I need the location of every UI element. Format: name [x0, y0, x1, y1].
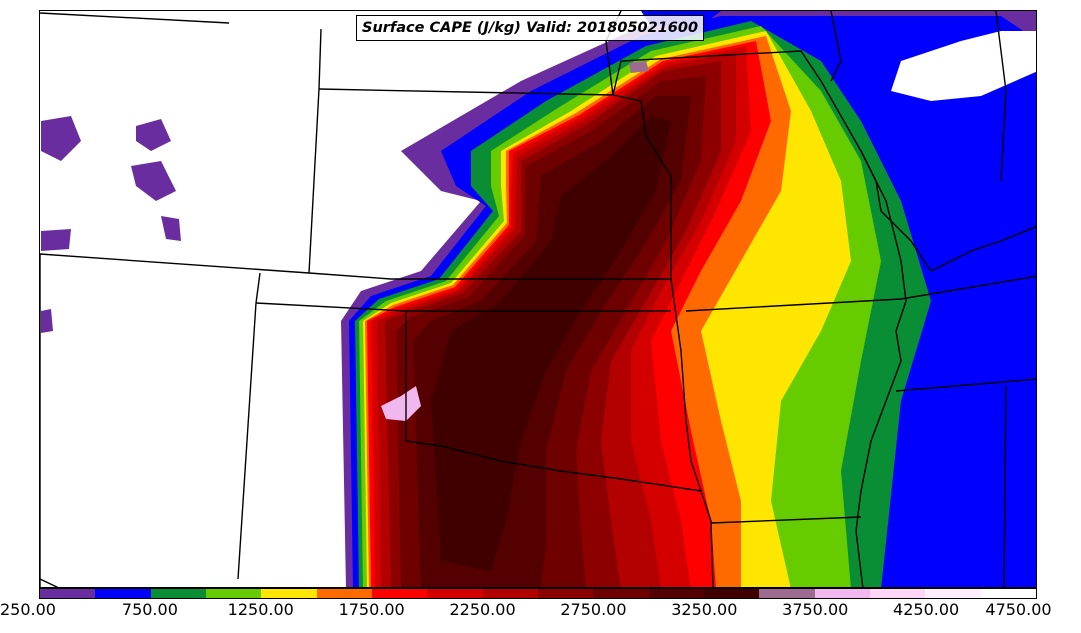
boundary-mississippi — [820, 80, 907, 587]
colorbar-segment — [703, 589, 760, 598]
cape-patch-west-5 — [161, 216, 181, 241]
boundary-sd-south — [318, 88, 614, 96]
boundary-tn-north — [900, 275, 1036, 300]
boundary-wy-north — [40, 12, 230, 24]
colorbar-tick-label: 1250.00 — [227, 600, 294, 619]
clear-area-ne — [891, 31, 1036, 101]
colorbar-segment — [95, 589, 151, 598]
boundary-tx-south — [40, 578, 59, 587]
colorbar-tick-label: 1750.00 — [338, 600, 405, 619]
cape-map — [40, 11, 1036, 587]
colorbar-segment — [537, 589, 594, 598]
colorbar-segment — [427, 589, 483, 598]
colorbar-segment — [869, 589, 926, 598]
boundary-co-north — [40, 253, 310, 274]
colorbar-segment — [814, 589, 870, 598]
cape-patch-west-1 — [41, 116, 81, 161]
colorbar-tick-label: 750.00 — [121, 600, 178, 619]
state-boundaries — [40, 11, 1036, 587]
boundary-ms-al — [895, 378, 1036, 392]
map-panel — [39, 10, 1037, 588]
colorbar-segment — [759, 589, 815, 598]
boundary-ar-north — [685, 298, 902, 312]
colorbar-tick-label: 2250.00 — [449, 600, 516, 619]
colorbar-segment — [40, 589, 96, 598]
boundary-ar-south — [710, 516, 862, 524]
colorbar-segment — [316, 589, 372, 598]
colorbar-segment — [205, 589, 262, 598]
colorbar-tick-label: 250.00 — [0, 600, 56, 619]
colorbar-tick-label: 2750.00 — [560, 600, 627, 619]
colorbar-tick-label: 4750.00 — [985, 600, 1052, 619]
boundary-wy-east — [318, 28, 322, 90]
cape-high-spot — [381, 386, 421, 421]
colorbar-segment — [980, 589, 1036, 598]
map-title: Surface CAPE (J/kg) Valid: 201805021600 — [356, 15, 705, 41]
cape-patch-west-4 — [41, 229, 71, 251]
cape-band-3500 — [431, 116, 671, 571]
colorbar-segment — [371, 589, 428, 598]
cape-patch-west-6 — [41, 309, 53, 333]
boundary-ok-panhandle — [405, 311, 702, 492]
boundary-ia-north — [612, 50, 822, 96]
colorbar-tick-label: 3250.00 — [671, 600, 738, 619]
colorbar-tick-label: 3750.00 — [782, 600, 849, 619]
colorbar-segment — [150, 589, 206, 598]
cape-high-spot-2 — [629, 61, 649, 73]
colorbar-segment — [261, 589, 317, 598]
boundary-ks-east — [612, 94, 672, 279]
boundary-mo-west — [670, 278, 702, 492]
boundary-ok-ar — [700, 490, 714, 587]
boundary-in-il — [995, 11, 1007, 182]
boundary-wi-mi — [830, 11, 842, 82]
boundary-co-east — [255, 272, 261, 304]
cape-patch-west-2 — [136, 119, 171, 151]
colorbar-segment — [482, 589, 538, 598]
boundary-il-west — [860, 150, 932, 272]
colorbar-segment — [593, 589, 649, 598]
boundary-nm-east — [237, 302, 257, 580]
boundary-ne-west — [308, 88, 320, 274]
cape-patch-west-3 — [131, 161, 176, 201]
boundary-ne-south — [308, 272, 671, 280]
colorbar-segment — [648, 589, 704, 598]
boundary-ky-north — [930, 226, 1036, 272]
boundary-nm-north — [255, 302, 407, 312]
boundary-al-west — [1003, 385, 1007, 587]
colorbar-tick-label: 4250.00 — [893, 600, 960, 619]
colorbar — [39, 588, 1037, 599]
colorbar-segment — [925, 589, 981, 598]
